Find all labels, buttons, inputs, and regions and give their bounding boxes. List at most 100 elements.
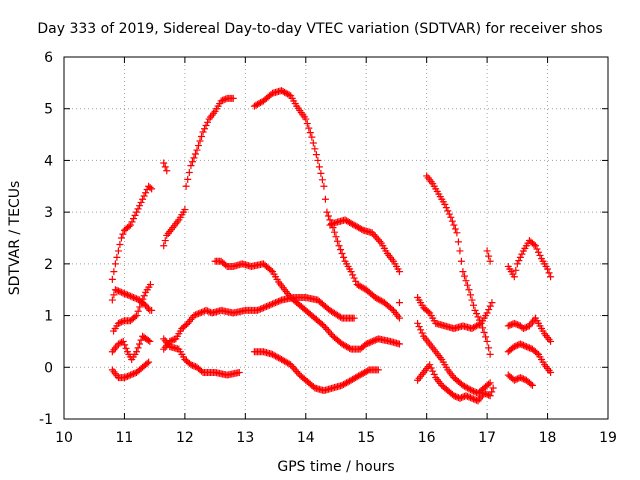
data-point — [476, 320, 484, 328]
data-point — [521, 342, 529, 350]
data-point — [474, 321, 482, 329]
data-point — [356, 371, 364, 379]
data-point — [340, 341, 348, 349]
data-point — [506, 321, 514, 329]
series-arc-c4 — [326, 216, 403, 276]
data-point — [326, 221, 334, 229]
data-point — [355, 372, 363, 380]
data-point — [524, 343, 532, 351]
data-point — [123, 372, 131, 380]
data-point — [462, 383, 470, 391]
data-point — [323, 208, 331, 216]
data-point — [350, 314, 358, 322]
data-point — [459, 393, 467, 401]
data-point — [533, 245, 541, 253]
x-axis-label: GPS time / hours — [277, 459, 394, 475]
data-point — [219, 96, 227, 104]
y-tick-label: -1 — [39, 412, 53, 428]
data-point — [258, 304, 266, 312]
data-point — [108, 296, 116, 304]
data-point — [136, 303, 144, 311]
data-point — [311, 145, 319, 153]
data-point — [480, 328, 488, 336]
data-point — [465, 393, 473, 401]
data-point — [485, 252, 493, 260]
data-point — [281, 88, 289, 96]
data-point — [426, 361, 434, 369]
data-point — [320, 322, 328, 330]
data-point — [349, 375, 357, 383]
data-point — [191, 150, 199, 158]
data-point — [267, 90, 275, 98]
data-point — [510, 343, 518, 351]
data-point — [482, 333, 490, 341]
series-arc-b3 — [160, 293, 358, 353]
data-point — [146, 281, 154, 289]
data-point — [349, 220, 357, 228]
data-point — [131, 211, 139, 219]
data-point — [146, 184, 154, 192]
data-point — [341, 216, 349, 224]
series-arc-a5 — [108, 358, 153, 382]
data-point — [222, 261, 230, 269]
data-point — [269, 350, 277, 358]
data-point — [368, 229, 376, 237]
data-point — [465, 286, 473, 294]
data-point — [470, 387, 478, 395]
data-point — [235, 368, 243, 376]
data-point — [120, 290, 128, 298]
data-point — [525, 344, 533, 352]
data-point — [465, 385, 473, 393]
data-point — [442, 204, 450, 212]
data-point — [457, 394, 465, 402]
data-point — [489, 384, 497, 392]
data-point — [146, 337, 154, 345]
x-tick-label: 15 — [357, 430, 375, 446]
data-point — [359, 284, 367, 292]
data-point — [347, 268, 355, 276]
data-point — [114, 319, 122, 327]
data-point — [362, 340, 370, 348]
data-point — [133, 295, 141, 303]
data-point — [205, 308, 213, 316]
data-point — [513, 321, 521, 329]
data-point — [364, 367, 372, 375]
data-point — [275, 354, 283, 362]
data-point — [488, 388, 496, 396]
data-point — [459, 268, 467, 276]
data-point — [343, 343, 351, 351]
data-point — [126, 292, 134, 300]
data-point — [368, 337, 376, 345]
data-point — [473, 310, 481, 318]
series-arc-a1 — [108, 182, 156, 283]
data-point — [353, 281, 361, 289]
data-point — [340, 253, 348, 261]
data-point — [202, 306, 210, 314]
data-point — [199, 128, 207, 136]
x-tick-label: 10 — [55, 430, 73, 446]
data-point — [377, 297, 385, 305]
data-point — [279, 356, 287, 364]
data-point — [374, 295, 382, 303]
data-point — [306, 129, 314, 137]
data-point — [262, 303, 270, 311]
data-point — [424, 308, 432, 316]
data-point — [121, 341, 129, 349]
data-point — [161, 163, 169, 171]
data-point — [198, 367, 206, 375]
data-point — [148, 185, 156, 193]
data-point — [456, 247, 464, 255]
data-point — [358, 225, 366, 233]
data-point — [340, 381, 348, 389]
data-point — [278, 87, 286, 95]
data-point — [344, 218, 352, 226]
data-point — [126, 221, 134, 229]
data-point — [321, 324, 329, 332]
data-point — [516, 253, 524, 261]
data-point — [312, 151, 320, 159]
data-point — [148, 306, 156, 314]
data-point — [451, 392, 459, 400]
data-point — [281, 357, 289, 365]
data-point — [341, 342, 349, 350]
data-point — [253, 100, 261, 108]
